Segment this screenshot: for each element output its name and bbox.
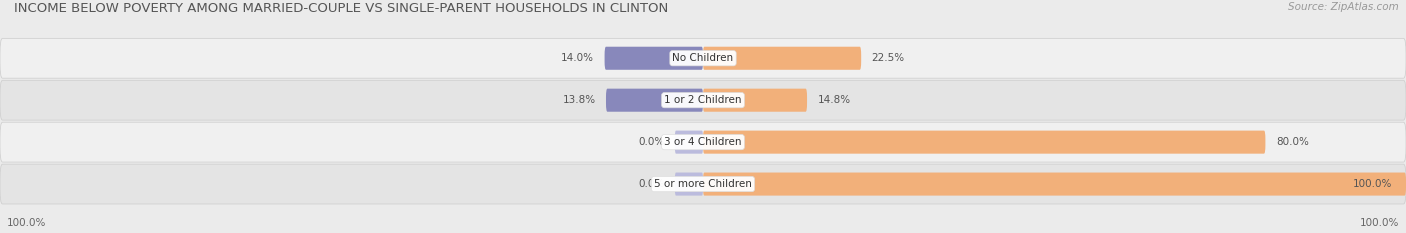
Text: 100.0%: 100.0% — [1360, 218, 1399, 228]
FancyBboxPatch shape — [606, 89, 703, 112]
FancyBboxPatch shape — [0, 38, 1406, 78]
FancyBboxPatch shape — [0, 164, 1406, 204]
FancyBboxPatch shape — [675, 131, 703, 154]
Text: 5 or more Children: 5 or more Children — [654, 179, 752, 189]
Text: 100.0%: 100.0% — [7, 218, 46, 228]
FancyBboxPatch shape — [703, 89, 807, 112]
Text: Source: ZipAtlas.com: Source: ZipAtlas.com — [1288, 2, 1399, 12]
Text: 80.0%: 80.0% — [1277, 137, 1309, 147]
Text: 1 or 2 Children: 1 or 2 Children — [664, 95, 742, 105]
FancyBboxPatch shape — [703, 47, 860, 70]
Text: 13.8%: 13.8% — [562, 95, 596, 105]
FancyBboxPatch shape — [0, 122, 1406, 162]
FancyBboxPatch shape — [675, 172, 703, 196]
Text: 0.0%: 0.0% — [638, 179, 665, 189]
FancyBboxPatch shape — [703, 172, 1406, 196]
Text: 100.0%: 100.0% — [1353, 179, 1392, 189]
FancyBboxPatch shape — [0, 80, 1406, 120]
Text: 14.0%: 14.0% — [561, 53, 593, 63]
FancyBboxPatch shape — [703, 131, 1265, 154]
Text: No Children: No Children — [672, 53, 734, 63]
Text: INCOME BELOW POVERTY AMONG MARRIED-COUPLE VS SINGLE-PARENT HOUSEHOLDS IN CLINTON: INCOME BELOW POVERTY AMONG MARRIED-COUPL… — [14, 2, 668, 15]
Text: 14.8%: 14.8% — [818, 95, 851, 105]
Text: 22.5%: 22.5% — [872, 53, 905, 63]
FancyBboxPatch shape — [605, 47, 703, 70]
Text: 0.0%: 0.0% — [638, 137, 665, 147]
Text: 3 or 4 Children: 3 or 4 Children — [664, 137, 742, 147]
